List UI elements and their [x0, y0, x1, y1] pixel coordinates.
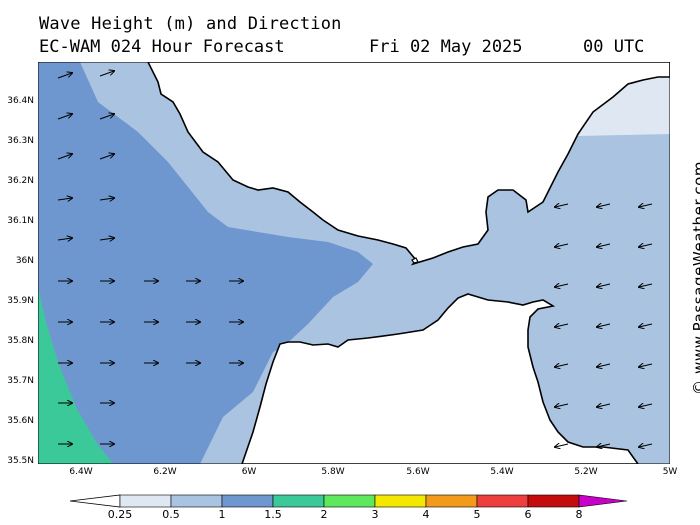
wave-arrow: [99, 71, 114, 77]
scale-swatch: [170, 494, 223, 508]
wave-arrow: [99, 238, 114, 240]
scale-swatch: [323, 494, 376, 508]
lat-label: 35.5N: [7, 456, 34, 466]
land-africa: [241, 293, 639, 464]
wave-arrow: [99, 198, 114, 200]
lat-label: 36N: [15, 256, 34, 266]
lat-label: 36.2N: [7, 176, 34, 186]
wave-arrow: [639, 404, 653, 407]
scale-label: 5: [473, 508, 481, 521]
wave-arrow: [57, 114, 72, 120]
wave-arrow: [639, 244, 653, 247]
scale-label: 0.5: [162, 508, 180, 521]
wave-arrow: [639, 284, 653, 287]
scale-swatch: [221, 494, 274, 508]
wave-arrow: [99, 114, 114, 120]
wave-arrow: [639, 364, 653, 367]
lat-label: 35.9N: [7, 296, 34, 306]
scale-swatch: [272, 494, 325, 508]
wave-arrow: [57, 198, 72, 200]
land-spain: [147, 62, 670, 266]
wave-arrow: [555, 324, 569, 327]
lat-label: 36.3N: [7, 136, 34, 146]
scale-swatch: [527, 494, 580, 508]
wave-arrow: [597, 204, 611, 207]
lat-label: 35.6N: [7, 416, 34, 426]
scale-swatch: [374, 494, 427, 508]
scale-high-cap: [578, 494, 628, 508]
wave-arrow: [639, 324, 653, 327]
wave-arrow: [597, 404, 611, 407]
lat-label: 36.4N: [7, 96, 34, 106]
lon-label: 5.2W: [574, 467, 598, 477]
scale-label: 6: [524, 508, 532, 521]
wave-arrow: [597, 364, 611, 367]
wave-arrow: [597, 284, 611, 287]
wave-arrow: [555, 284, 569, 287]
lat-label: 35.8N: [7, 336, 34, 346]
model-label: EC-WAM 024 Hour Forecast: [39, 37, 285, 57]
sea-band-1-5: [38, 287, 113, 464]
wave-arrow: [597, 244, 611, 247]
wave-height-scale: [70, 494, 628, 508]
wave-arrow: [555, 364, 569, 367]
lat-label: 36.1N: [7, 216, 34, 226]
wave-arrow: [555, 404, 569, 407]
wave-direction-arrows: [57, 71, 653, 447]
lon-label: 5.4W: [490, 467, 514, 477]
wave-arrow: [555, 444, 569, 447]
scale-label: 2: [320, 508, 328, 521]
lon-label: 6W: [241, 467, 257, 477]
wave-map: [38, 62, 670, 464]
scale-swatch: [476, 494, 529, 508]
wave-arrow: [639, 444, 653, 447]
sea-band-1: [38, 62, 373, 464]
wave-arrow: [597, 324, 611, 327]
wave-arrow: [555, 244, 569, 247]
wave-arrow: [555, 204, 569, 207]
wave-arrow: [99, 154, 114, 160]
lon-label: 5.8W: [321, 467, 345, 477]
wave-arrow: [639, 204, 653, 207]
forecast-date: Fri 02 May 2025: [369, 37, 523, 57]
forecast-time: 00 UTC: [583, 37, 645, 57]
wave-arrow: [57, 73, 72, 79]
lon-label: 5W: [662, 467, 678, 477]
lon-label: 6.4W: [69, 467, 93, 477]
chart-title: Wave Height (m) and Direction: [39, 14, 342, 34]
scale-label: 8: [575, 508, 583, 521]
scale-swatch: [425, 494, 478, 508]
scale-swatch: [119, 494, 172, 508]
scale-label: 1: [218, 508, 226, 521]
lon-label: 5.6W: [406, 467, 430, 477]
wave-arrow: [57, 238, 72, 240]
wave-arrow: [597, 444, 611, 447]
scale-label: 1.5: [264, 508, 282, 521]
wave-arrow: [57, 154, 72, 160]
scale-label: 0.25: [107, 508, 133, 521]
scale-label: 3: [371, 508, 379, 521]
scale-label: 4: [422, 508, 430, 521]
scale-low-cap: [70, 494, 121, 508]
lon-label: 6.2W: [153, 467, 177, 477]
credit-watermark: © www.PassageWeather.com: [690, 160, 700, 395]
lat-label: 35.7N: [7, 376, 34, 386]
